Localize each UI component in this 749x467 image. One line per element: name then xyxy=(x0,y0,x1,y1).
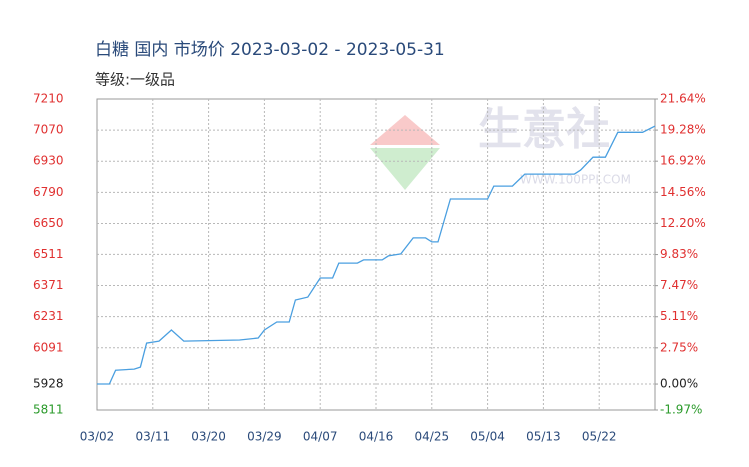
chart-subtitle: 等级:一级品 xyxy=(95,71,175,89)
y-tick-label: 6231 xyxy=(33,309,64,323)
y2-tick-label: 19.28% xyxy=(660,123,706,137)
y-tick-label: 6371 xyxy=(33,278,64,292)
y2-tick-label: 9.83% xyxy=(660,247,698,261)
x-tick-label: 05/22 xyxy=(582,430,617,444)
y2-tick-label: 7.47% xyxy=(660,278,698,292)
y2-tick-label: 2.75% xyxy=(660,340,698,354)
price-line xyxy=(97,125,656,385)
y-tick-label: 6790 xyxy=(33,185,64,199)
y-tick-label: 6091 xyxy=(33,340,64,354)
x-tick-label: 03/29 xyxy=(247,430,282,444)
y2-tick-label: 12.20% xyxy=(660,216,706,230)
x-tick-label: 03/02 xyxy=(80,430,115,444)
y2-tick-label: 21.64% xyxy=(660,92,706,106)
x-tick-label: 04/07 xyxy=(303,430,338,444)
y2-tick-label: -1.97% xyxy=(660,403,702,417)
y-tick-label: 6650 xyxy=(33,216,64,230)
y-tick-label: 7070 xyxy=(33,123,64,137)
watermark-text: 生意社 xyxy=(478,104,610,155)
y-tick-label: 5811 xyxy=(33,403,64,417)
x-tick-label: 05/04 xyxy=(470,430,505,444)
x-tick-label: 03/20 xyxy=(191,430,226,444)
y2-tick-label: 5.11% xyxy=(660,309,698,323)
y-tick-label: 6930 xyxy=(33,154,64,168)
x-tick-label: 04/25 xyxy=(415,430,450,444)
watermark-logo xyxy=(370,115,440,190)
y2-tick-label: 16.92% xyxy=(660,154,706,168)
y-tick-label: 7210 xyxy=(33,92,64,106)
x-tick-label: 04/16 xyxy=(359,430,394,444)
y-tick-label: 5928 xyxy=(33,376,64,390)
y2-tick-label: 14.56% xyxy=(660,185,706,199)
y-tick-label: 6511 xyxy=(33,247,64,261)
chart-title: 白糖 国内 市场价 2023-03-02 - 2023-05-31 xyxy=(95,40,445,60)
watermark-url: WWW.100PPI.COM xyxy=(520,173,631,187)
x-tick-label: 05/13 xyxy=(526,430,561,444)
x-tick-label: 03/11 xyxy=(136,430,171,444)
y2-tick-label: 0.00% xyxy=(660,377,698,391)
